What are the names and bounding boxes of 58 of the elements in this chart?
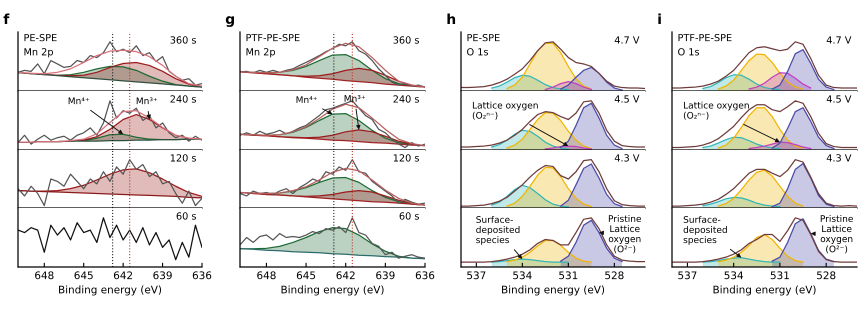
text: PTF-PE-SPE <box>678 34 732 42</box>
x-tick-label: 528 <box>605 271 624 280</box>
annotation: Mn 2p <box>246 48 276 58</box>
x-tick-label: 534 <box>724 271 744 280</box>
x-tick-label: 645 <box>74 271 93 280</box>
annotation: 4.7 V <box>614 36 640 44</box>
annotation: O 1s <box>678 48 700 56</box>
annotation: Surface- deposited species <box>684 216 727 245</box>
annotation: 120 s <box>394 154 419 162</box>
annotation: 240 s <box>170 95 196 103</box>
chart-title: f <box>4 13 10 24</box>
x-tick-label: 648 <box>257 271 276 280</box>
text: PE-SPE <box>467 34 500 42</box>
annotation: 240 s <box>393 95 419 103</box>
x-tick-label: 531 <box>770 271 789 280</box>
annotation: Pristine Lattice oxygen (O²⁻) <box>608 215 642 254</box>
annotation: Pristine Lattice oxygen (O²⁻) <box>820 215 853 254</box>
annotation: 4.5 V <box>826 95 852 103</box>
x-axis-title: Binding energy (eV) <box>282 285 384 296</box>
annotation: Mn⁴⁺ <box>296 96 317 103</box>
annotation: O 1s <box>467 48 488 56</box>
x-tick-label: 639 <box>376 271 395 280</box>
x-tick-label: 639 <box>153 271 172 280</box>
chart-title: h <box>447 13 456 24</box>
x-tick-label: 537 <box>467 271 486 280</box>
x-tick-label: 648 <box>35 271 54 280</box>
x-tick-label: 537 <box>678 271 696 280</box>
annotation: Mn⁴⁺ <box>68 97 90 104</box>
x-tick-label: 531 <box>559 271 578 280</box>
annotation: 4.3 V <box>614 154 640 162</box>
x-tick-label: 636 <box>192 271 212 280</box>
annotation: Mn³⁺ <box>344 95 366 102</box>
x-tick-label: 645 <box>296 271 316 280</box>
x-axis-title: Binding energy (eV) <box>714 285 816 296</box>
annotation: Mn 2p <box>24 48 53 58</box>
annotation: 360 s <box>393 36 419 44</box>
annotation: 60 s <box>176 212 196 220</box>
annotation: 120 s <box>170 154 196 162</box>
annotation: 4.5 V <box>614 95 640 103</box>
text: PE-SPE <box>24 34 57 42</box>
annotation: Lattice oxygen (O₂ⁿ⁻) <box>472 102 538 120</box>
x-tick-label: 528 <box>817 271 836 280</box>
x-axis-title: Binding energy (eV) <box>59 285 162 296</box>
x-tick-label: 642 <box>114 271 132 280</box>
annotation: 60 s <box>400 212 419 220</box>
text: PTF-PE-SPE <box>246 34 300 42</box>
annotation: Lattice oxygen (O₂ⁿ⁻) <box>684 102 749 120</box>
x-tick-label: 636 <box>416 271 434 280</box>
x-tick-label: 534 <box>513 271 532 280</box>
annotation: 360 s <box>170 36 196 44</box>
annotation: Surface- deposited species <box>476 216 520 245</box>
chart-title: i <box>658 13 661 24</box>
annotation: 4.7 V <box>826 36 852 44</box>
annotation: Mn³⁺ <box>136 97 158 104</box>
chart-title: g <box>226 16 234 27</box>
x-axis-title: Binding energy (eV) <box>502 285 604 296</box>
annotation: 4.3 V <box>826 154 852 162</box>
x-tick-label: 642 <box>336 271 355 280</box>
